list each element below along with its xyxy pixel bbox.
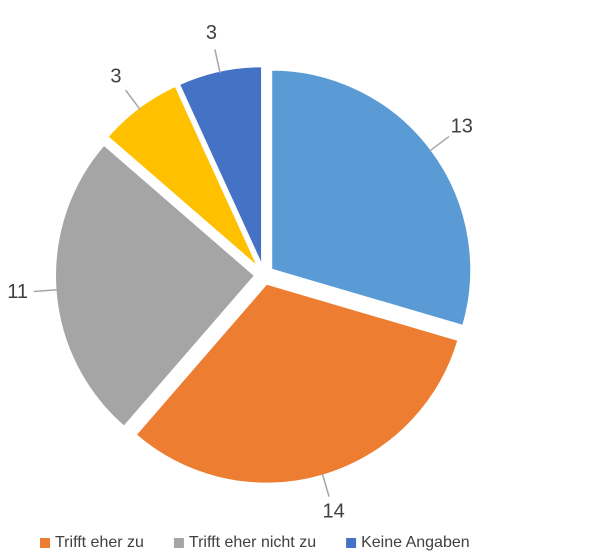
legend-swatch	[173, 538, 184, 548]
legend-swatch	[40, 538, 50, 548]
leader-line	[321, 473, 330, 497]
data-label: 13	[451, 115, 473, 137]
leader-line	[429, 135, 450, 152]
legend-swatch	[346, 538, 357, 548]
legend-label: Trifft eher nicht zu	[189, 534, 316, 551]
data-label: 3	[110, 66, 121, 88]
leader-line	[33, 289, 58, 293]
leader-line	[124, 89, 141, 110]
data-label: 14	[322, 500, 344, 522]
legend-label: Keine Angaben	[361, 534, 470, 551]
data-label: 11	[7, 281, 28, 303]
data-label: 3	[206, 22, 217, 44]
legend-label: Trifft eher zu	[55, 534, 144, 551]
pie-slice	[270, 68, 473, 328]
leader-line	[214, 49, 221, 73]
